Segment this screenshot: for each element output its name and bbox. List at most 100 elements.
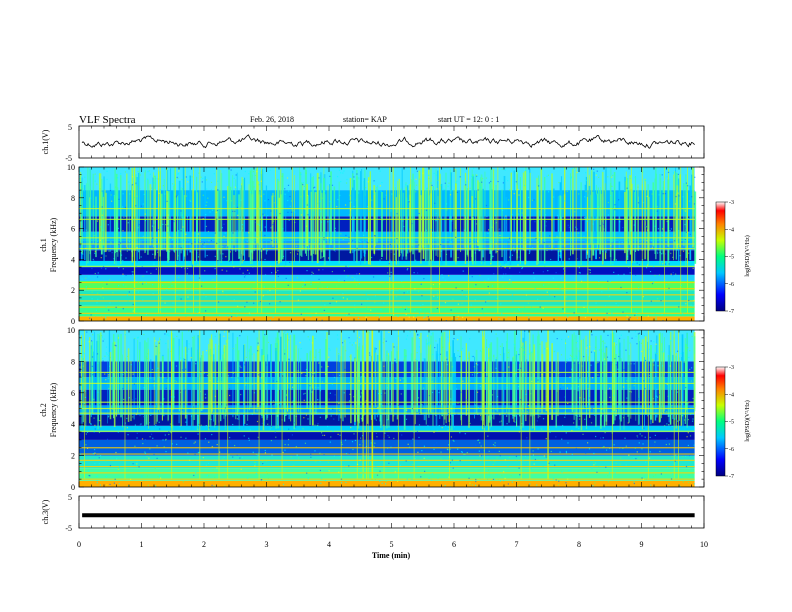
spectrogram-speckle xyxy=(655,343,657,345)
spectrogram-speckle xyxy=(552,478,555,480)
spectrogram-speckle xyxy=(471,276,473,278)
spectrogram-speckle xyxy=(564,168,566,170)
frequency-tick-label: 10 xyxy=(67,326,75,335)
spectrogram-speckle xyxy=(132,310,134,312)
spectrogram-speckle xyxy=(656,251,658,253)
spectrogram-speckle xyxy=(392,280,394,282)
spectrogram-speckle xyxy=(100,257,102,259)
spectrogram-speckle xyxy=(675,195,677,198)
spectrogram-speckle xyxy=(567,224,569,226)
spectrogram-speckle xyxy=(214,395,217,397)
spectrogram-speckle xyxy=(356,273,358,275)
spectrogram-speckle xyxy=(660,461,662,463)
spectrogram-speckle xyxy=(586,215,589,217)
spectrogram-speckle xyxy=(386,387,389,389)
spectrogram-speckle xyxy=(317,422,319,425)
spectrogram-streak xyxy=(675,355,677,420)
spectrogram-speckle xyxy=(380,216,382,219)
spectrogram-speckle xyxy=(104,373,106,375)
spectrogram-speckle xyxy=(181,410,183,412)
spectrogram-speckle xyxy=(475,478,477,481)
spectrogram-speckle xyxy=(655,474,657,476)
spectrogram-speckle xyxy=(152,437,154,439)
spectrogram-speckle xyxy=(427,369,429,371)
spectrogram-speckle xyxy=(513,343,516,346)
spectrogram-speckle xyxy=(534,458,537,461)
spectrogram-speckle xyxy=(162,284,164,287)
spectrogram-speckle xyxy=(692,397,694,400)
spectrogram-speckle xyxy=(253,392,256,394)
spectrogram-speckle xyxy=(214,286,216,288)
spectrogram-speckle xyxy=(505,215,507,217)
spectrogram-speckle xyxy=(348,465,350,467)
spectrogram-streak xyxy=(537,186,539,261)
spectrogram-speckle xyxy=(577,386,580,388)
spectrogram-speckle xyxy=(172,183,174,185)
spectrogram-speckle xyxy=(286,280,288,282)
spectrogram-speckle xyxy=(310,281,312,284)
spectrogram-speckle xyxy=(548,294,551,296)
spectrogram-speckle xyxy=(176,335,178,338)
spectrogram-speckle xyxy=(537,239,539,241)
spectrogram-speckle xyxy=(146,178,149,180)
spectrogram-speckle xyxy=(691,244,694,246)
spectrogram-speckle xyxy=(415,466,417,468)
spectrogram-speckle xyxy=(604,392,606,394)
spectrogram-speckle xyxy=(488,292,490,294)
spectrogram-speckle xyxy=(327,461,329,464)
spectrogram-speckle xyxy=(234,186,236,188)
spectrogram-speckle xyxy=(85,247,87,249)
spectrogram-speckle xyxy=(436,295,439,297)
spectrogram-speckle xyxy=(428,177,430,180)
spectrogram-speckle xyxy=(384,230,387,233)
spectrogram-speckle xyxy=(93,431,95,433)
spectrogram-streak xyxy=(543,176,546,264)
spectrogram-speckle xyxy=(236,418,239,420)
spectrogram-speckle xyxy=(530,467,532,470)
spectrogram-speckle xyxy=(117,468,120,470)
colorbar-tick-label: -6 xyxy=(729,282,734,288)
spectrogram-speckle xyxy=(390,251,392,253)
spectrogram-speckle xyxy=(225,445,227,447)
spectrogram-speckle xyxy=(691,335,693,338)
spectrogram-speckle xyxy=(81,188,84,190)
spectrogram-speckle xyxy=(692,305,694,307)
spectrogram-speckle xyxy=(293,464,295,467)
spectrogram-speckle xyxy=(419,412,421,415)
spectrogram-speckle xyxy=(288,190,290,192)
spectrogram-speckle xyxy=(487,285,489,288)
spectrogram-speckle xyxy=(324,304,326,306)
spectrogram-speckle xyxy=(304,392,306,395)
spectrogram-speckle xyxy=(570,387,572,389)
spectrogram-speckle xyxy=(578,362,580,364)
spectrogram-speckle xyxy=(523,236,525,238)
spectrogram-speckle xyxy=(409,446,411,448)
spectrogram-speckle xyxy=(105,346,108,348)
spectrogram-streak xyxy=(136,177,138,264)
spectrogram-speckle xyxy=(330,408,332,411)
spectrogram-speckle xyxy=(567,442,569,444)
spectrogram-streak xyxy=(420,195,422,264)
spectrogram-speckle xyxy=(690,304,692,306)
spectrogram-speckle xyxy=(531,199,534,201)
spectrogram-speckle xyxy=(257,436,259,438)
spectrogram-speckle xyxy=(147,171,149,173)
spectrogram-speckle xyxy=(194,190,196,192)
spectrogram-speckle xyxy=(426,335,429,337)
spectrogram-speckle xyxy=(427,425,429,427)
spectrogram-streak xyxy=(524,330,526,408)
spectrogram-speckle xyxy=(539,306,541,308)
spectrogram-speckle xyxy=(233,299,235,301)
spectrogram-speckle xyxy=(200,285,203,287)
spectrogram-speckle xyxy=(483,450,485,452)
spectrogram-speckle xyxy=(349,342,351,344)
spectrogram-speckle xyxy=(216,443,218,446)
spectrogram-speckle xyxy=(303,185,305,187)
spectrogram-speckle xyxy=(644,219,646,221)
spectrogram-speckle xyxy=(290,486,292,487)
spectrogram-speckle xyxy=(543,284,545,286)
spectrogram-speckle xyxy=(636,451,638,453)
spectrogram-speckle xyxy=(431,381,433,383)
spectrogram-speckle xyxy=(164,302,166,304)
spectrogram-speckle xyxy=(682,250,685,252)
